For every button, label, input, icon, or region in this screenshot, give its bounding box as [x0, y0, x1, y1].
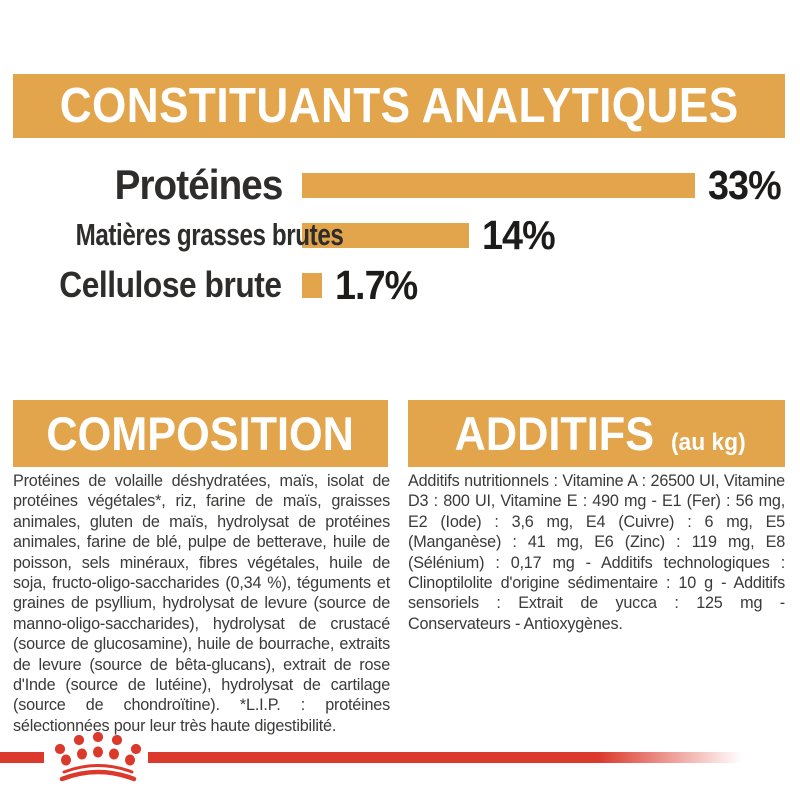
chart-row-label: Cellulose brute: [59, 264, 283, 305]
chart-bar: [302, 222, 469, 248]
chart-bar: [302, 272, 322, 298]
analytical-constituents-title: CONSTITUANTS ANALYTIQUES: [59, 79, 739, 133]
chart-row-proteins: Protéines 33%: [0, 161, 800, 208]
composition-title: COMPOSITION: [46, 407, 355, 460]
composition-header: COMPOSITION: [13, 400, 388, 467]
additives-unit-label: (au kg): [670, 429, 746, 456]
chart-bar: [302, 172, 695, 198]
footer-divider-left: [0, 752, 44, 763]
additives-header: ADDITIFS (au kg): [408, 400, 785, 467]
analytical-constituents-header: CONSTITUANTS ANALYTIQUES: [13, 74, 785, 138]
chart-value: 14%: [482, 211, 556, 258]
chart-row-label: Protéines: [114, 161, 283, 208]
additives-title: ADDITIFS: [454, 407, 654, 460]
chart-row-crude-fat: Matières grasses brutes 14%: [0, 211, 800, 258]
chart-row-crude-fibre: Cellulose brute 1.7%: [0, 261, 800, 308]
chart-row-label: Matières grasses brutes: [75, 217, 344, 252]
chart-value: 33%: [708, 161, 782, 208]
chart-value: 1.7%: [335, 261, 418, 308]
footer-divider-right: [148, 752, 748, 763]
additives-body: Additifs nutritionnels : Vitamine A : 26…: [408, 472, 785, 633]
composition-body: Protéines de volaille déshydratées, maïs…: [13, 472, 390, 735]
royal-canin-crown-logo-icon: [54, 731, 142, 782]
